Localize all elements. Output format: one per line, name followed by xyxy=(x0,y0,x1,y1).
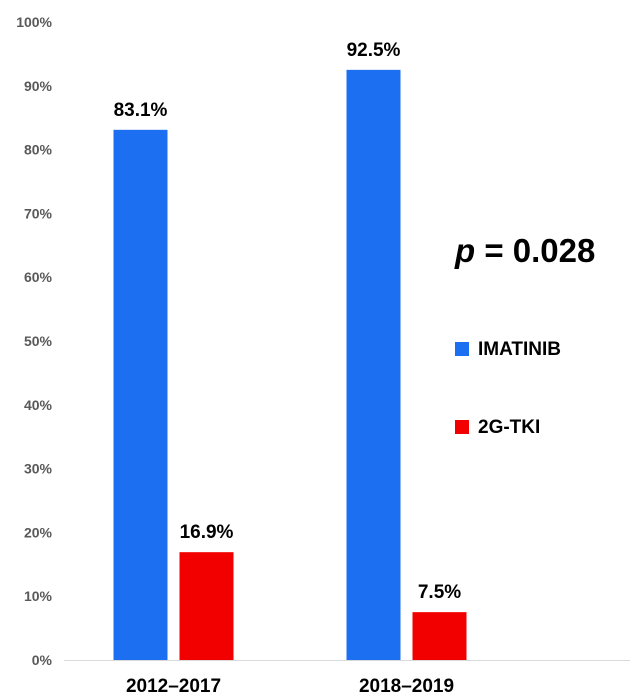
data-label: 83.1% xyxy=(114,100,168,121)
bar-2g-tki-1 xyxy=(412,612,467,660)
y-tick-label: 80% xyxy=(24,142,53,158)
bar-imatinib-1 xyxy=(346,69,401,661)
y-tick-label: 0% xyxy=(32,652,53,668)
legend-label: IMATINIB xyxy=(478,339,561,360)
y-tick-label: 30% xyxy=(24,461,53,477)
y-tick-label: 50% xyxy=(24,333,53,349)
y-tick-label: 20% xyxy=(24,524,53,540)
y-tick-label: 10% xyxy=(24,588,53,604)
legend-swatch xyxy=(455,420,469,434)
p-value-text: = 0.028 xyxy=(475,232,595,269)
p-value-symbol: p xyxy=(454,232,475,269)
y-tick-label: 70% xyxy=(24,205,53,221)
x-category-label: 2018–2019 xyxy=(359,676,454,694)
legend-swatch xyxy=(455,342,469,356)
p-value-annotation: p = 0.028 xyxy=(454,232,595,269)
data-label: 7.5% xyxy=(418,582,461,603)
data-label: 92.5% xyxy=(347,40,401,61)
y-tick-label: 90% xyxy=(24,78,53,94)
legend-label: 2G-TKI xyxy=(478,417,540,438)
bar-2g-tki-0 xyxy=(179,552,234,660)
y-tick-label: 100% xyxy=(16,14,52,30)
y-axis: 0% 10% 20% 30% 40% 50% 60% 70% 80% 90% 100% xyxy=(16,14,52,668)
bars xyxy=(113,69,467,661)
y-tick-label: 40% xyxy=(24,397,53,413)
data-label: 16.9% xyxy=(180,522,234,543)
x-category-label: 2012–2017 xyxy=(126,676,221,694)
legend: IMATINIB 2G-TKI xyxy=(455,339,561,438)
data-labels: 83.1% 16.9% 92.5% 7.5% xyxy=(114,40,462,603)
x-axis: 2012–2017 2018–2019 xyxy=(126,676,454,694)
y-tick-label: 60% xyxy=(24,269,53,285)
bar-imatinib-0 xyxy=(113,129,168,660)
